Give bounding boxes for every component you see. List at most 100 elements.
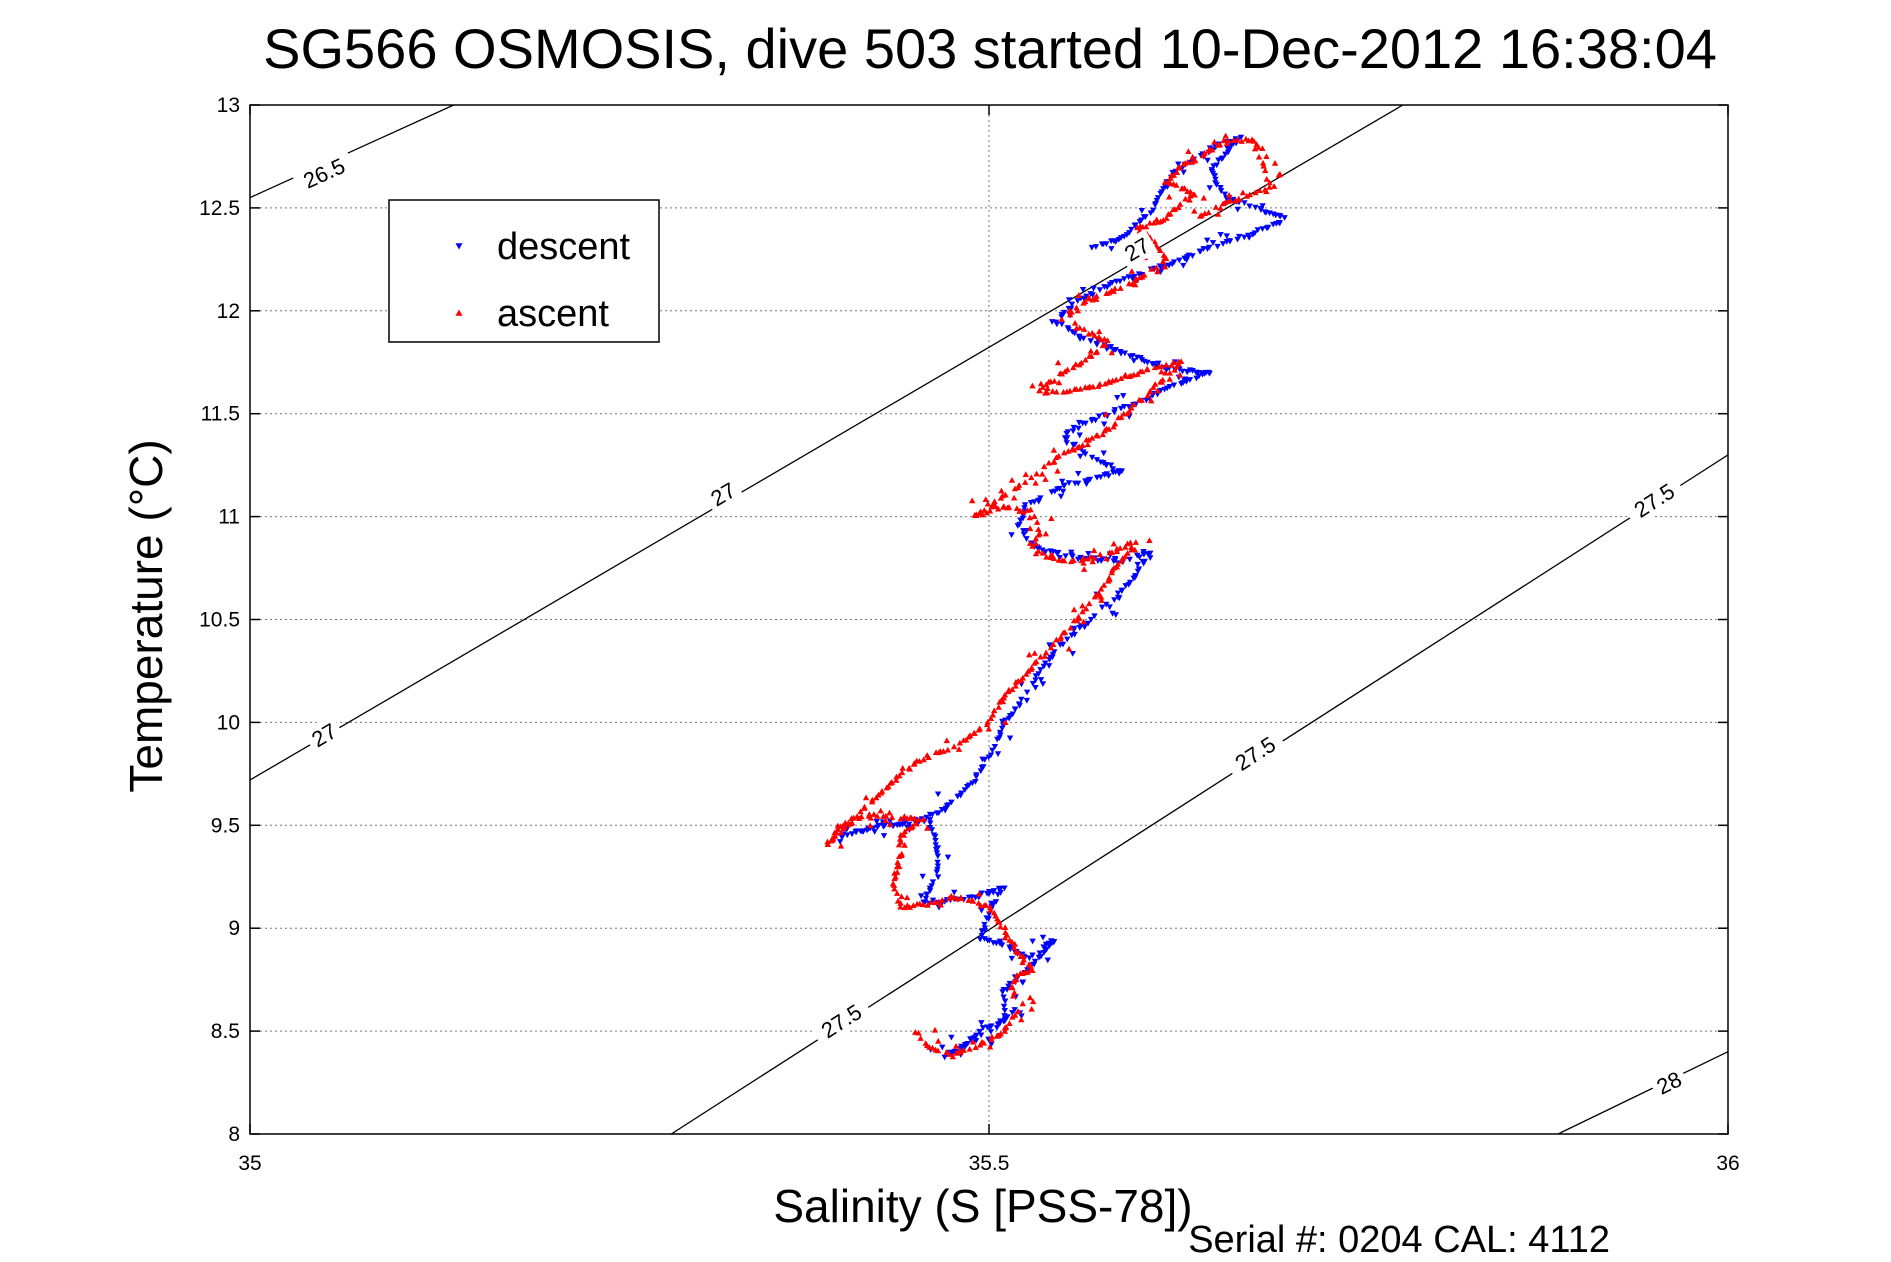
data-point-ascent [1093, 292, 1100, 299]
data-point-ascent [956, 739, 964, 746]
data-point-ascent [1054, 467, 1061, 474]
data-point-ascent [1042, 389, 1049, 396]
data-point-ascent [1061, 629, 1069, 635]
data-point-descent [1149, 207, 1157, 214]
data-point-ascent [900, 831, 908, 838]
data-point-descent [1083, 481, 1090, 488]
data-point-ascent [841, 823, 848, 830]
data-point-ascent [1126, 408, 1133, 415]
data-point-descent [1136, 554, 1143, 561]
data-point-descent [1122, 583, 1129, 589]
data-point-ascent [1160, 217, 1167, 223]
data-point-ascent [924, 824, 931, 831]
data-point-ascent [896, 772, 903, 779]
data-point-ascent [1235, 195, 1242, 202]
data-point-descent [1111, 409, 1118, 416]
data-point-ascent [1165, 193, 1173, 200]
data-point-ascent [1037, 380, 1045, 387]
data-point-ascent [888, 779, 896, 785]
data-point-descent [1001, 885, 1008, 892]
y-tick-label: 8 [228, 1123, 240, 1146]
data-point-descent [1087, 338, 1094, 345]
data-point-descent [1091, 613, 1098, 620]
data-point-descent [954, 793, 961, 800]
data-point-ascent [1162, 369, 1169, 376]
data-point-descent [1114, 394, 1121, 401]
data-point-ascent [1079, 608, 1086, 615]
data-point-ascent [897, 903, 904, 910]
data-point-ascent [966, 732, 974, 738]
data-point-ascent [1032, 540, 1040, 547]
data-point-ascent [1148, 397, 1155, 404]
data-point-ascent [1080, 559, 1087, 566]
data-point-descent [1035, 545, 1043, 552]
data-point-ascent [946, 1051, 953, 1057]
data-point-ascent [1028, 1005, 1035, 1012]
data-point-ascent [1002, 929, 1009, 935]
data-point-ascent [1071, 319, 1079, 326]
data-point-ascent [1182, 195, 1189, 202]
data-point-descent [1277, 213, 1284, 220]
data-point-descent [917, 893, 925, 900]
data-point-ascent [965, 897, 972, 903]
data-point-ascent [1106, 549, 1113, 556]
data-point-ascent [1080, 618, 1087, 625]
data-point-ascent [1252, 189, 1259, 196]
data-point-ascent [975, 899, 982, 906]
data-point-descent [978, 928, 986, 935]
data-point-descent [1199, 371, 1206, 378]
data-point-descent [1037, 677, 1045, 683]
data-point-ascent [1034, 519, 1041, 525]
data-point-descent [1125, 274, 1132, 281]
legend-box [388, 199, 660, 343]
data-point-ascent [1078, 359, 1085, 366]
data-point-ascent [1001, 1027, 1009, 1034]
data-point-ascent [1148, 265, 1155, 272]
data-point-ascent [1151, 364, 1159, 371]
data-point-descent [1135, 271, 1143, 278]
data-point-descent [981, 936, 988, 942]
data-point-ascent [937, 901, 944, 908]
data-point-ascent [997, 1030, 1004, 1037]
data-point-ascent [1074, 307, 1081, 314]
data-point-ascent [1118, 414, 1125, 420]
data-point-ascent [1036, 387, 1043, 393]
data-point-descent [1008, 955, 1016, 962]
data-point-descent [1181, 255, 1188, 262]
data-point-ascent [927, 899, 935, 905]
data-point-ascent [1064, 366, 1071, 373]
data-point-descent [1053, 321, 1061, 328]
data-point-descent [1276, 220, 1284, 227]
data-point-descent [978, 907, 985, 914]
data-point-ascent [867, 814, 874, 821]
data-point-ascent [1038, 470, 1046, 477]
data-point-ascent [1111, 420, 1119, 427]
data-point-ascent [1010, 494, 1018, 501]
data-point-ascent [1013, 972, 1021, 978]
data-point-ascent [1060, 449, 1068, 456]
data-point-ascent [1239, 189, 1247, 196]
x-tick-label: 36 [1716, 1152, 1739, 1175]
data-point-descent [1101, 472, 1108, 478]
data-point-ascent [950, 743, 958, 750]
data-point-descent [1006, 735, 1014, 742]
data-point-descent [1055, 549, 1062, 556]
data-point-descent [1032, 684, 1039, 691]
data-point-ascent [1224, 137, 1232, 144]
data-point-ascent [910, 902, 917, 908]
data-point-ascent [888, 814, 896, 820]
data-point-ascent [1251, 145, 1259, 152]
data-point-descent [961, 1044, 969, 1050]
density-contour-label: 27.5 [1222, 726, 1288, 781]
data-point-ascent [1105, 378, 1112, 385]
data-point-descent [999, 989, 1006, 996]
data-point-ascent [875, 791, 882, 798]
data-point-ascent [1201, 210, 1208, 216]
data-point-descent [1093, 341, 1101, 348]
data-point-ascent [1238, 138, 1245, 144]
data-point-descent [934, 853, 942, 860]
data-point-ascent [1000, 694, 1008, 701]
data-point-ascent [957, 894, 965, 901]
data-point-ascent [1263, 176, 1270, 182]
